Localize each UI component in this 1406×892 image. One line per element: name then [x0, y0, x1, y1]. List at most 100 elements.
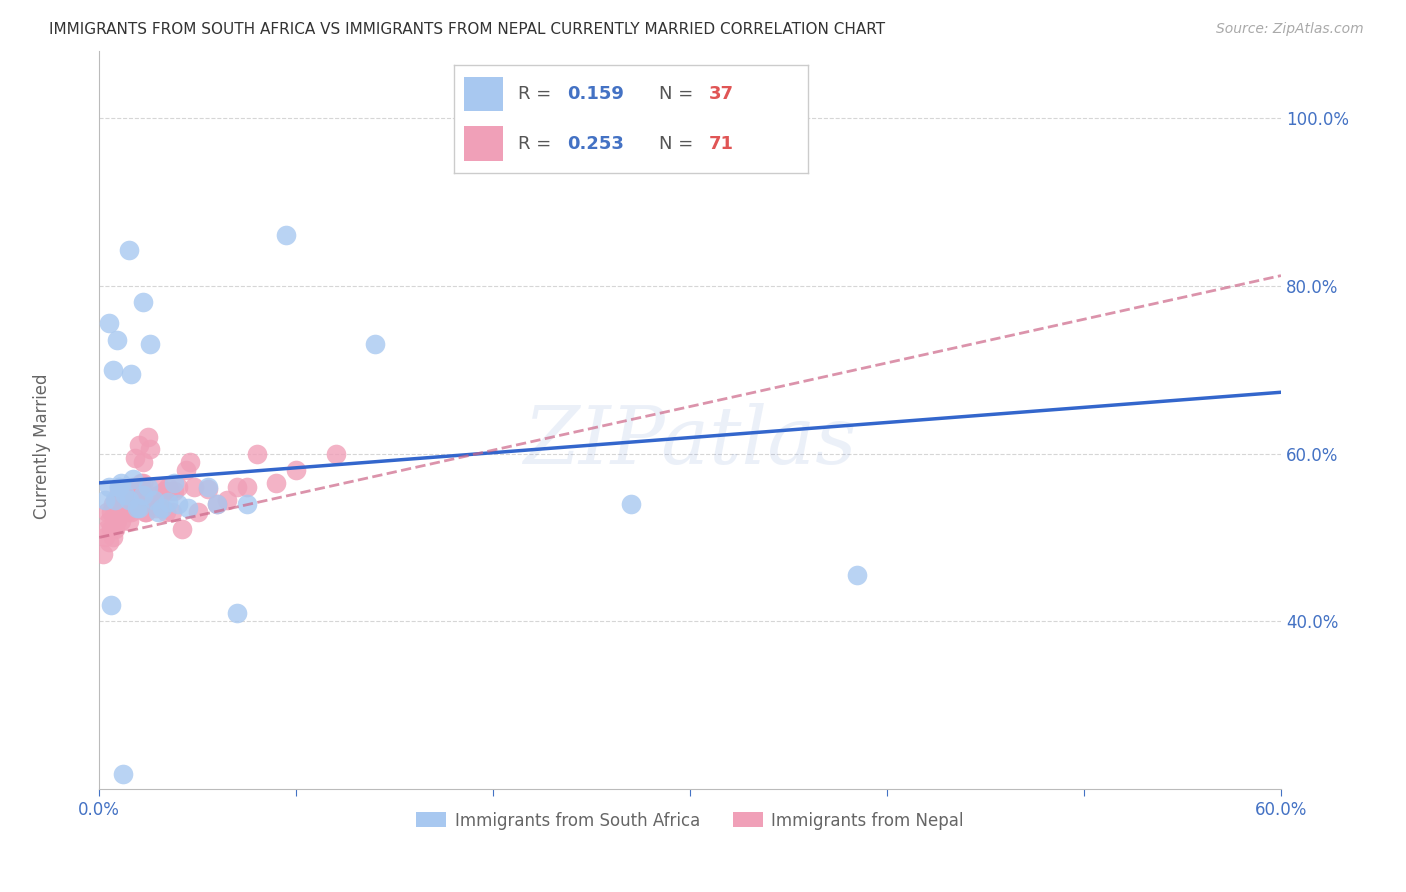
Point	[148, 505, 170, 519]
Point	[114, 492, 136, 507]
Point	[163, 475, 186, 490]
Point	[620, 497, 643, 511]
Point	[148, 488, 170, 502]
Point	[104, 505, 127, 519]
Point	[131, 295, 153, 310]
Point	[118, 497, 141, 511]
Point	[118, 244, 141, 258]
Text: Source: ZipAtlas.com: Source: ZipAtlas.com	[1216, 22, 1364, 37]
Point	[143, 497, 166, 511]
Point	[325, 446, 347, 460]
Point	[101, 362, 124, 376]
Point	[91, 547, 114, 561]
Point	[157, 480, 180, 494]
Point	[115, 488, 138, 502]
Point	[159, 484, 181, 499]
Point	[94, 531, 117, 545]
Point	[145, 501, 167, 516]
Point	[157, 495, 180, 509]
Point	[143, 492, 166, 507]
Point	[98, 514, 121, 528]
Point	[125, 501, 148, 516]
Point	[131, 455, 153, 469]
Point	[150, 501, 173, 516]
Point	[100, 522, 122, 536]
Point	[138, 430, 160, 444]
Point	[115, 505, 138, 519]
Point	[96, 505, 118, 519]
Point	[108, 480, 131, 494]
Point	[110, 514, 132, 528]
Point	[110, 492, 132, 507]
Point	[364, 337, 387, 351]
Point	[125, 497, 148, 511]
Point	[141, 492, 163, 507]
Point	[100, 505, 122, 519]
Point	[167, 480, 190, 494]
Point	[111, 767, 134, 781]
Point	[118, 514, 141, 528]
Text: IMMIGRANTS FROM SOUTH AFRICA VS IMMIGRANTS FROM NEPAL CURRENTLY MARRIED CORRELAT: IMMIGRANTS FROM SOUTH AFRICA VS IMMIGRAN…	[49, 22, 886, 37]
Text: ZIPatlas: ZIPatlas	[523, 403, 856, 481]
Point	[111, 484, 134, 499]
Point	[125, 480, 148, 494]
Point	[98, 317, 121, 331]
Point	[150, 501, 173, 516]
Point	[121, 480, 143, 494]
Point	[98, 480, 121, 494]
Point	[129, 475, 152, 490]
Point	[138, 480, 160, 494]
Point	[105, 492, 128, 507]
Point	[131, 475, 153, 490]
Point	[149, 480, 172, 494]
Point	[114, 480, 136, 494]
Legend: Immigrants from South Africa, Immigrants from Nepal: Immigrants from South Africa, Immigrants…	[409, 805, 970, 837]
Point	[101, 531, 124, 545]
Point	[121, 472, 143, 486]
Point	[226, 606, 249, 620]
Point	[120, 505, 142, 519]
Point	[207, 497, 229, 511]
Point	[94, 492, 117, 507]
Point	[121, 492, 143, 507]
Point	[167, 497, 190, 511]
Point	[236, 480, 259, 494]
Point	[105, 514, 128, 528]
Point	[120, 492, 142, 507]
Point	[108, 484, 131, 499]
Point	[129, 480, 152, 494]
Point	[285, 463, 308, 477]
Point	[118, 492, 141, 507]
Point	[124, 497, 146, 511]
Point	[128, 484, 150, 499]
Point	[108, 480, 131, 494]
Point	[105, 333, 128, 347]
Point	[135, 505, 157, 519]
Point	[110, 475, 132, 490]
Point	[104, 492, 127, 507]
Point	[114, 488, 136, 502]
Point	[174, 463, 197, 477]
Point	[207, 497, 229, 511]
Point	[236, 497, 259, 511]
Text: Currently Married: Currently Married	[34, 373, 51, 519]
Point	[108, 497, 131, 511]
Point	[128, 438, 150, 452]
Point	[134, 505, 156, 519]
Point	[163, 484, 186, 499]
Point	[197, 480, 219, 494]
Point	[153, 484, 176, 499]
Point	[128, 501, 150, 516]
Point	[187, 505, 209, 519]
Point	[170, 522, 193, 536]
Point	[139, 442, 162, 457]
Point	[98, 534, 121, 549]
Point	[101, 497, 124, 511]
Point	[183, 480, 205, 494]
Point	[155, 505, 177, 519]
Point	[276, 228, 298, 243]
Point	[124, 450, 146, 465]
Point	[246, 446, 269, 460]
Point	[226, 480, 249, 494]
Point	[96, 522, 118, 536]
